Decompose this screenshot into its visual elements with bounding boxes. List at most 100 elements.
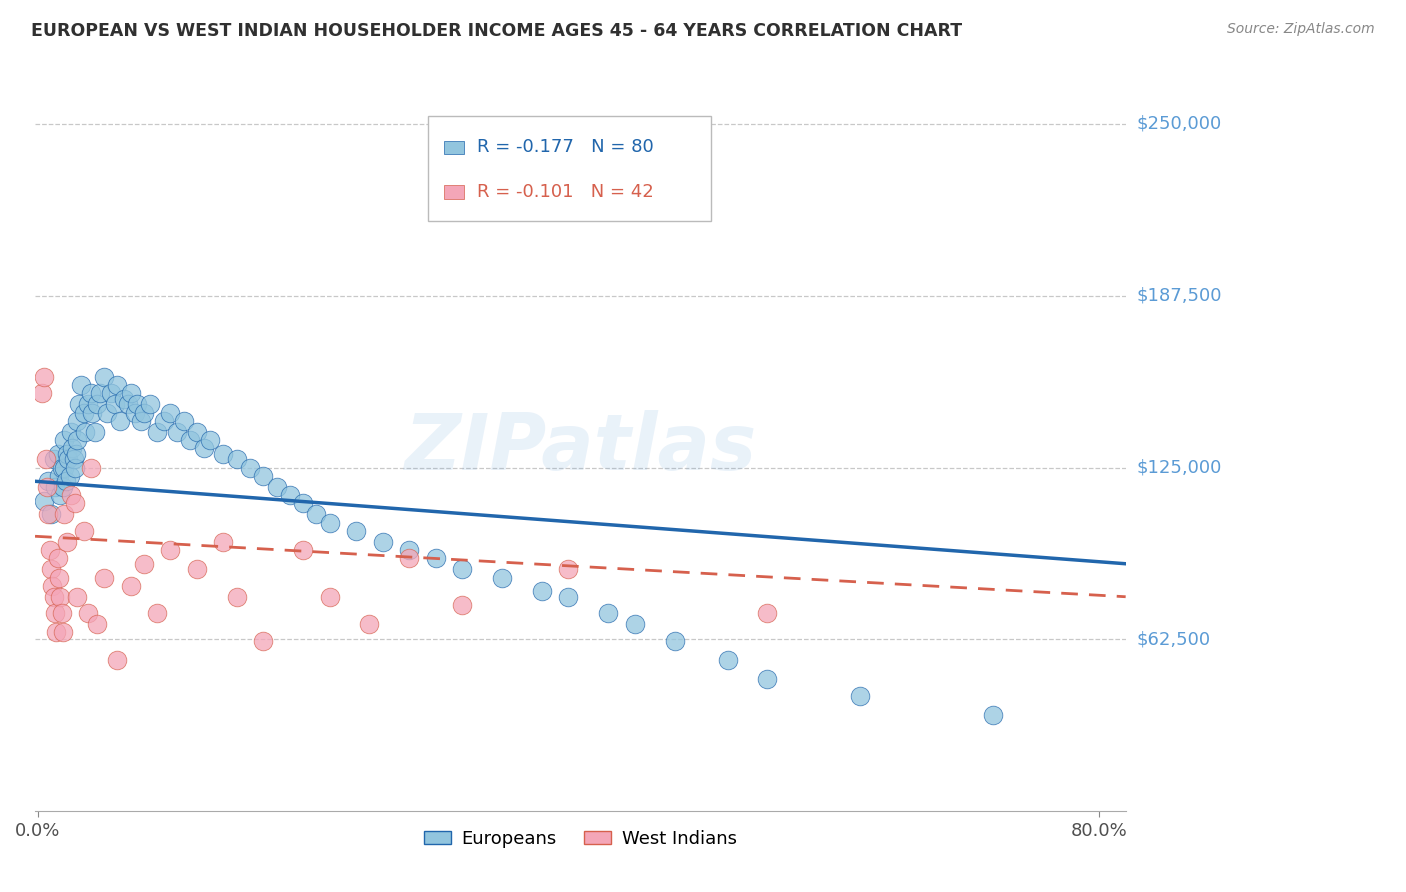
Point — [166, 425, 188, 439]
Point — [80, 405, 103, 419]
Point — [186, 562, 208, 576]
Point — [100, 386, 122, 401]
Point — [73, 524, 96, 538]
Point — [86, 397, 108, 411]
FancyBboxPatch shape — [427, 116, 711, 221]
FancyBboxPatch shape — [444, 141, 464, 154]
Point — [104, 397, 127, 411]
Point — [132, 557, 155, 571]
Point — [67, 397, 90, 411]
Point — [96, 405, 118, 419]
Text: $62,500: $62,500 — [1137, 631, 1211, 648]
FancyBboxPatch shape — [444, 185, 464, 199]
Point — [44, 606, 66, 620]
Point — [55, 475, 77, 489]
Point — [146, 606, 169, 620]
Point — [52, 625, 75, 640]
Point — [75, 425, 97, 439]
Text: $250,000: $250,000 — [1137, 115, 1222, 133]
Point — [530, 584, 553, 599]
Point — [212, 534, 235, 549]
Point — [318, 516, 340, 530]
Point — [35, 480, 58, 494]
Point — [198, 433, 221, 447]
Point — [212, 447, 235, 461]
Point — [359, 617, 381, 632]
Point — [73, 405, 96, 419]
Point — [46, 551, 69, 566]
Text: R = -0.177   N = 80: R = -0.177 N = 80 — [477, 138, 654, 156]
Point — [63, 460, 86, 475]
Point — [112, 392, 135, 406]
Text: R = -0.101   N = 42: R = -0.101 N = 42 — [477, 183, 654, 201]
Point — [41, 579, 63, 593]
Point — [42, 590, 65, 604]
Point — [849, 689, 872, 703]
Point — [56, 534, 79, 549]
Point — [48, 468, 70, 483]
Point — [58, 468, 80, 483]
Point — [398, 543, 420, 558]
Point — [80, 460, 103, 475]
Point — [451, 598, 474, 612]
Point — [981, 708, 1004, 723]
Point — [65, 447, 87, 461]
Point — [252, 633, 274, 648]
Point — [62, 452, 84, 467]
Point — [59, 425, 82, 439]
Point — [51, 606, 73, 620]
Point — [93, 570, 115, 584]
Point — [127, 397, 149, 411]
Point — [120, 579, 142, 593]
Point — [53, 433, 76, 447]
Point — [186, 425, 208, 439]
Point — [56, 447, 79, 461]
Text: ZIPatlas: ZIPatlas — [405, 410, 756, 486]
Point — [48, 570, 70, 584]
Point — [60, 442, 83, 456]
Point — [318, 590, 340, 604]
Point — [225, 590, 247, 604]
Point — [31, 386, 53, 401]
Point — [425, 551, 447, 566]
Point — [37, 475, 59, 489]
Point — [292, 496, 315, 510]
Point — [77, 606, 100, 620]
Point — [344, 524, 367, 538]
Point — [53, 508, 76, 522]
Point — [34, 369, 56, 384]
Point — [159, 543, 181, 558]
Point — [139, 397, 162, 411]
Point — [44, 480, 66, 494]
Point — [49, 488, 72, 502]
Point — [756, 672, 779, 686]
Point — [66, 590, 89, 604]
Point — [129, 414, 152, 428]
Point — [266, 480, 288, 494]
Legend: Europeans, West Indians: Europeans, West Indians — [416, 822, 744, 855]
Point — [86, 617, 108, 632]
Point — [132, 405, 155, 419]
Point — [173, 414, 195, 428]
Point — [66, 414, 89, 428]
Point — [398, 551, 420, 566]
Point — [371, 534, 394, 549]
Point — [66, 433, 89, 447]
Point — [34, 493, 56, 508]
Point — [51, 460, 73, 475]
Point — [39, 562, 62, 576]
Point — [717, 653, 740, 667]
Point — [152, 414, 174, 428]
Point — [117, 397, 139, 411]
Point — [37, 508, 59, 522]
Point — [124, 405, 146, 419]
Point — [34, 452, 56, 467]
Point — [179, 433, 201, 447]
Point — [756, 606, 779, 620]
Point — [292, 543, 315, 558]
Point — [451, 562, 474, 576]
Point — [89, 386, 111, 401]
Point — [664, 633, 686, 648]
Point — [49, 590, 72, 604]
Point — [120, 386, 142, 401]
